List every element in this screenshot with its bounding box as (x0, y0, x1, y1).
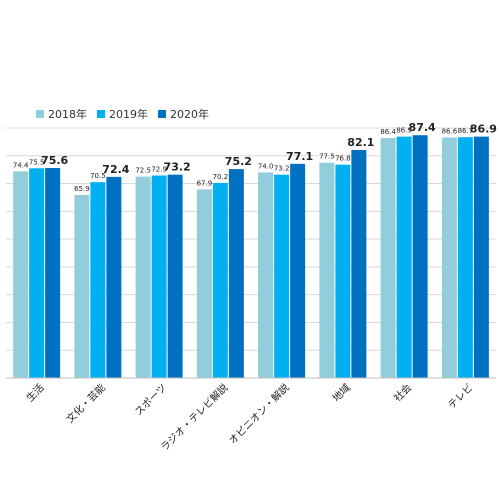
data-label-0-1: 75.5 (29, 158, 45, 166)
bar-5-2 (351, 149, 367, 378)
bar-1-1 (90, 182, 106, 378)
bar-6-1 (396, 136, 412, 378)
data-label-1-1: 70.5 (90, 172, 106, 180)
data-label-6-1: 86.9 (396, 127, 412, 135)
data-label-7-2: 86.9 (470, 123, 497, 136)
bar-1-0 (74, 194, 90, 378)
bar-5-1 (335, 164, 351, 378)
bar-0-1 (29, 168, 45, 378)
bar-0-0 (13, 171, 29, 378)
data-label-4-1: 73.2 (274, 165, 290, 173)
bar-2-2 (167, 174, 183, 378)
bar-7-2 (473, 136, 489, 378)
data-label-5-1: 76.8 (335, 155, 351, 163)
category-label-0: 生活 (23, 381, 46, 404)
data-label-2-2: 73.2 (164, 161, 191, 174)
data-label-0-2: 75.6 (41, 154, 68, 167)
legend-swatch-2019 (97, 110, 105, 118)
legend-item-2019: 2019年 (97, 106, 148, 122)
data-label-4-0: 74.0 (258, 162, 274, 170)
bar-3-0 (196, 189, 212, 378)
bar-2-1 (151, 175, 167, 378)
data-label-3-1: 70.2 (213, 173, 229, 181)
bar-7-1 (457, 137, 473, 378)
data-label-1-2: 72.4 (102, 163, 129, 176)
data-label-7-0: 86.6 (442, 127, 458, 135)
bar-7-0 (441, 137, 457, 378)
bar-4-2 (290, 163, 306, 378)
category-label-2: スポーツ (133, 382, 170, 419)
legend-item-2018: 2018年 (36, 106, 87, 122)
legend-label-2019: 2019年 (109, 108, 148, 121)
data-label-0-0: 74.4 (13, 161, 29, 169)
category-label-7: テレビ (446, 382, 476, 412)
data-label-6-2: 87.4 (409, 121, 436, 134)
data-label-2-0: 72.5 (135, 167, 151, 175)
legend-swatch-2018 (36, 110, 44, 118)
bar-2-0 (135, 176, 151, 378)
category-label-5: 地域 (330, 381, 353, 404)
legend-item-2020: 2020年 (158, 106, 209, 122)
data-label-4-2: 77.1 (286, 150, 313, 163)
bar-3-2 (228, 169, 244, 378)
bar-5-0 (319, 162, 335, 378)
category-label-1: 文化・芸能 (63, 381, 108, 426)
data-label-5-2: 82.1 (347, 136, 374, 149)
data-label-7-1: 86.7 (458, 127, 474, 135)
bar-3-1 (212, 183, 228, 378)
legend: 2018年 2019年 2020年 (36, 106, 209, 122)
data-label-3-0: 67.9 (197, 179, 213, 187)
data-label-3-2: 75.2 (225, 155, 252, 168)
data-label-5-0: 77.5 (319, 153, 335, 161)
bar-0-2 (45, 168, 61, 378)
data-label-2-1: 72.9 (151, 166, 167, 174)
legend-label-2018: 2018年 (48, 108, 87, 121)
data-label-1-0: 65.9 (74, 185, 90, 193)
bar-6-2 (412, 135, 428, 378)
legend-swatch-2020 (158, 110, 166, 118)
bar-4-1 (274, 174, 290, 378)
legend-label-2020: 2020年 (170, 108, 209, 121)
category-label-6: 社会 (391, 381, 414, 404)
data-label-6-0: 86.4 (380, 128, 396, 136)
category-label-3: ラジオ・テレビ解説 (158, 381, 231, 454)
bar-6-0 (380, 138, 396, 378)
bar-1-2 (106, 176, 122, 378)
category-label-4: オピニオン・解説 (226, 381, 292, 447)
bar-4-0 (258, 172, 274, 378)
